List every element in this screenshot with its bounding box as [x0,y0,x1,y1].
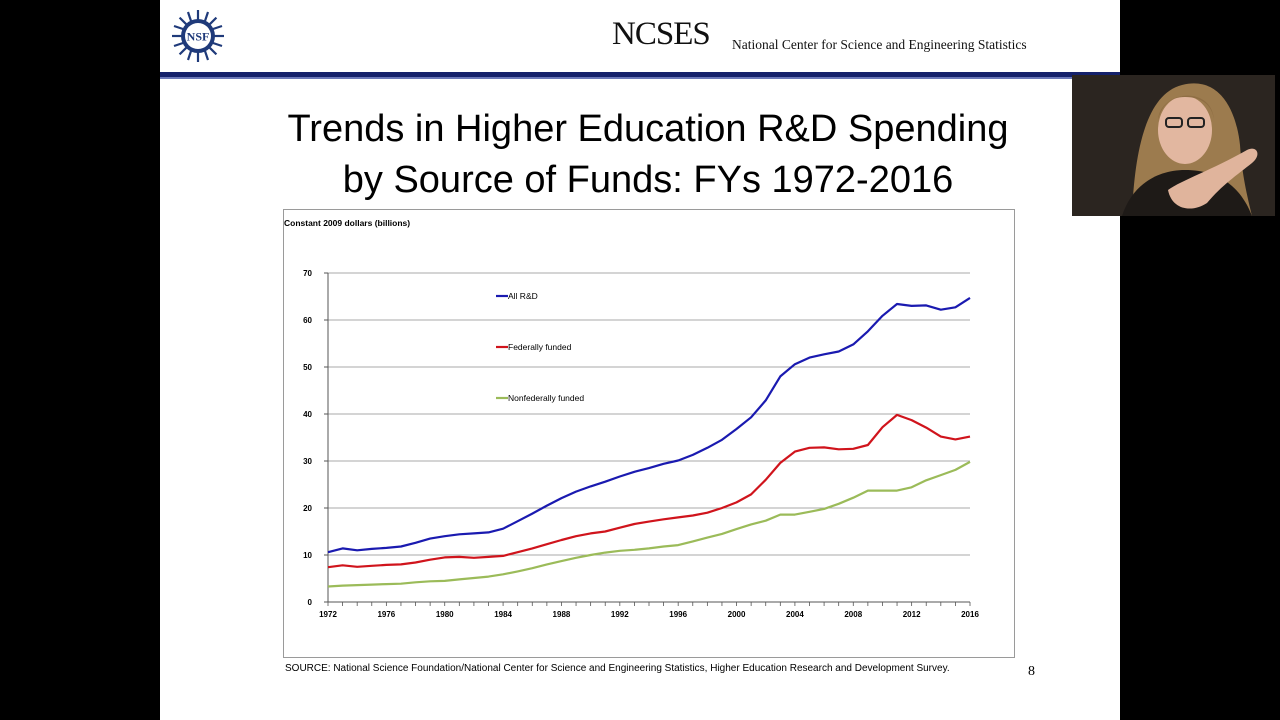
x-tick-label: 2008 [844,610,862,619]
slide-title-line2: by Source of Funds: FYs 1972-2016 [342,159,954,201]
y-axis-label: Constant 2009 dollars (billions) [284,218,410,228]
series-line-all-r-d [327,296,971,554]
axes [324,272,971,606]
presenter-webcam [1072,75,1275,216]
line-chart: Constant 2009 dollars (billions) 0 10 20 30… [284,218,979,619]
header-rule [160,72,1120,79]
page-number: 8 [1028,664,1035,679]
y-tick-label: 20 [303,504,312,513]
gridlines [328,272,970,556]
slide-title: Trends in Higher Education R&D Spending … [160,104,1120,206]
x-tick-label: 1992 [611,610,629,619]
slide-title-line1: Trends in Higher Education R&D Spending [287,108,1009,150]
series-lines [327,296,971,588]
series-line-nonfederally-funded [327,460,971,588]
ncses-wordmark: NCSES [612,16,711,52]
source-note: SOURCE: National Science Foundation/Nati… [285,663,950,674]
x-tick-labels: 1972 1976 1980 1984 1988 1992 1996 2000 2004 2008… [319,610,979,619]
x-tick-label: 1980 [436,610,454,619]
y-tick-label: 0 [308,598,313,607]
y-tick-label: 70 [303,269,312,278]
y-tick-label: 40 [303,410,312,419]
x-tick-label: 1988 [553,610,571,619]
x-tick-label: 1972 [319,610,337,619]
y-tick-label: 10 [303,551,312,560]
presenter-video-icon [1072,75,1275,216]
x-tick-label: 2016 [961,610,979,619]
y-tick-label: 60 [303,316,312,325]
x-tick-label: 2000 [728,610,746,619]
y-tick-label: 30 [303,457,312,466]
legend-label: All R&D [508,291,538,301]
nsf-logo-text: NSF [187,30,210,44]
y-tick-labels: 0 10 20 30 40 50 60 70 [303,269,312,607]
legend-label: Federally funded [508,342,572,352]
x-tick-label: 1976 [377,610,395,619]
x-tick-label: 1984 [494,610,512,619]
series-line-federally-funded [327,413,971,569]
x-tick-label: 2004 [786,610,804,619]
y-tick-label: 50 [303,363,312,372]
legend-label: Nonfederally funded [508,393,584,403]
legend: All R&D Federally funded Nonfederally fund… [496,291,584,403]
x-tick-label: 2012 [903,610,921,619]
ncses-fullname: National Center for Science and Engineer… [732,37,1027,52]
x-tick-label: 1996 [669,610,687,619]
header: NSF NCSES National Center for Science an… [160,0,1120,72]
nsf-logo-icon: NSF [172,10,224,62]
